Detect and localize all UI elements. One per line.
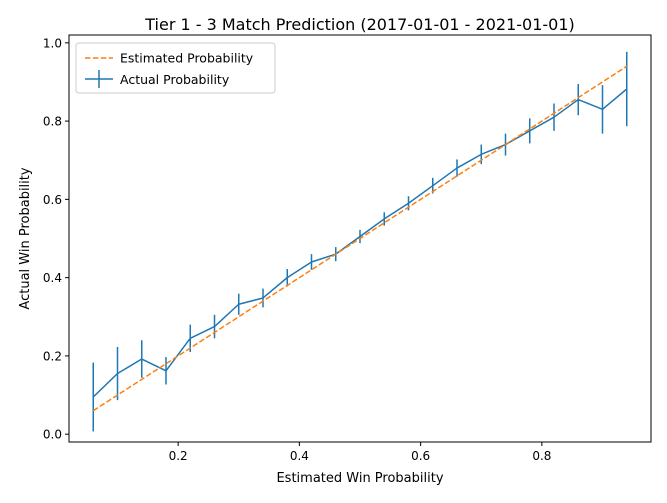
x-tick-label: 0.4 (290, 449, 309, 463)
series-line-actual-probability (92, 88, 628, 398)
x-axis-label: Estimated Win Probability (276, 471, 443, 486)
legend-label-estimated: Estimated Probability (120, 51, 254, 66)
y-tick-label: 0.8 (43, 115, 62, 129)
axes-frame (68, 34, 652, 443)
legend-label-actual: Actual Probability (120, 72, 230, 87)
plot-area (92, 51, 628, 432)
y-axis-label: Actual Win Probability (18, 167, 33, 309)
legend: Estimated Probability Actual Probability (75, 42, 276, 94)
y-tick-label: 0.6 (43, 193, 62, 207)
x-axis: 0.2 0.4 0.6 0.8 (169, 442, 551, 463)
legend-frame (75, 42, 276, 94)
y-tick-label: 0.4 (43, 271, 62, 285)
x-tick-label: 0.2 (169, 449, 188, 463)
x-tick-label: 0.6 (411, 449, 430, 463)
series-line-estimated-probability (92, 65, 628, 412)
y-tick-label: 0.0 (43, 428, 62, 442)
x-tick-label: 0.8 (532, 449, 551, 463)
y-tick-label: 1.0 (43, 36, 62, 50)
y-tick-label: 0.2 (43, 349, 62, 363)
chart-title: Tier 1 - 3 Match Prediction (2017-01-01 … (144, 15, 575, 34)
y-axis: 0.0 0.2 0.4 0.6 0.8 1.0 (43, 36, 69, 442)
